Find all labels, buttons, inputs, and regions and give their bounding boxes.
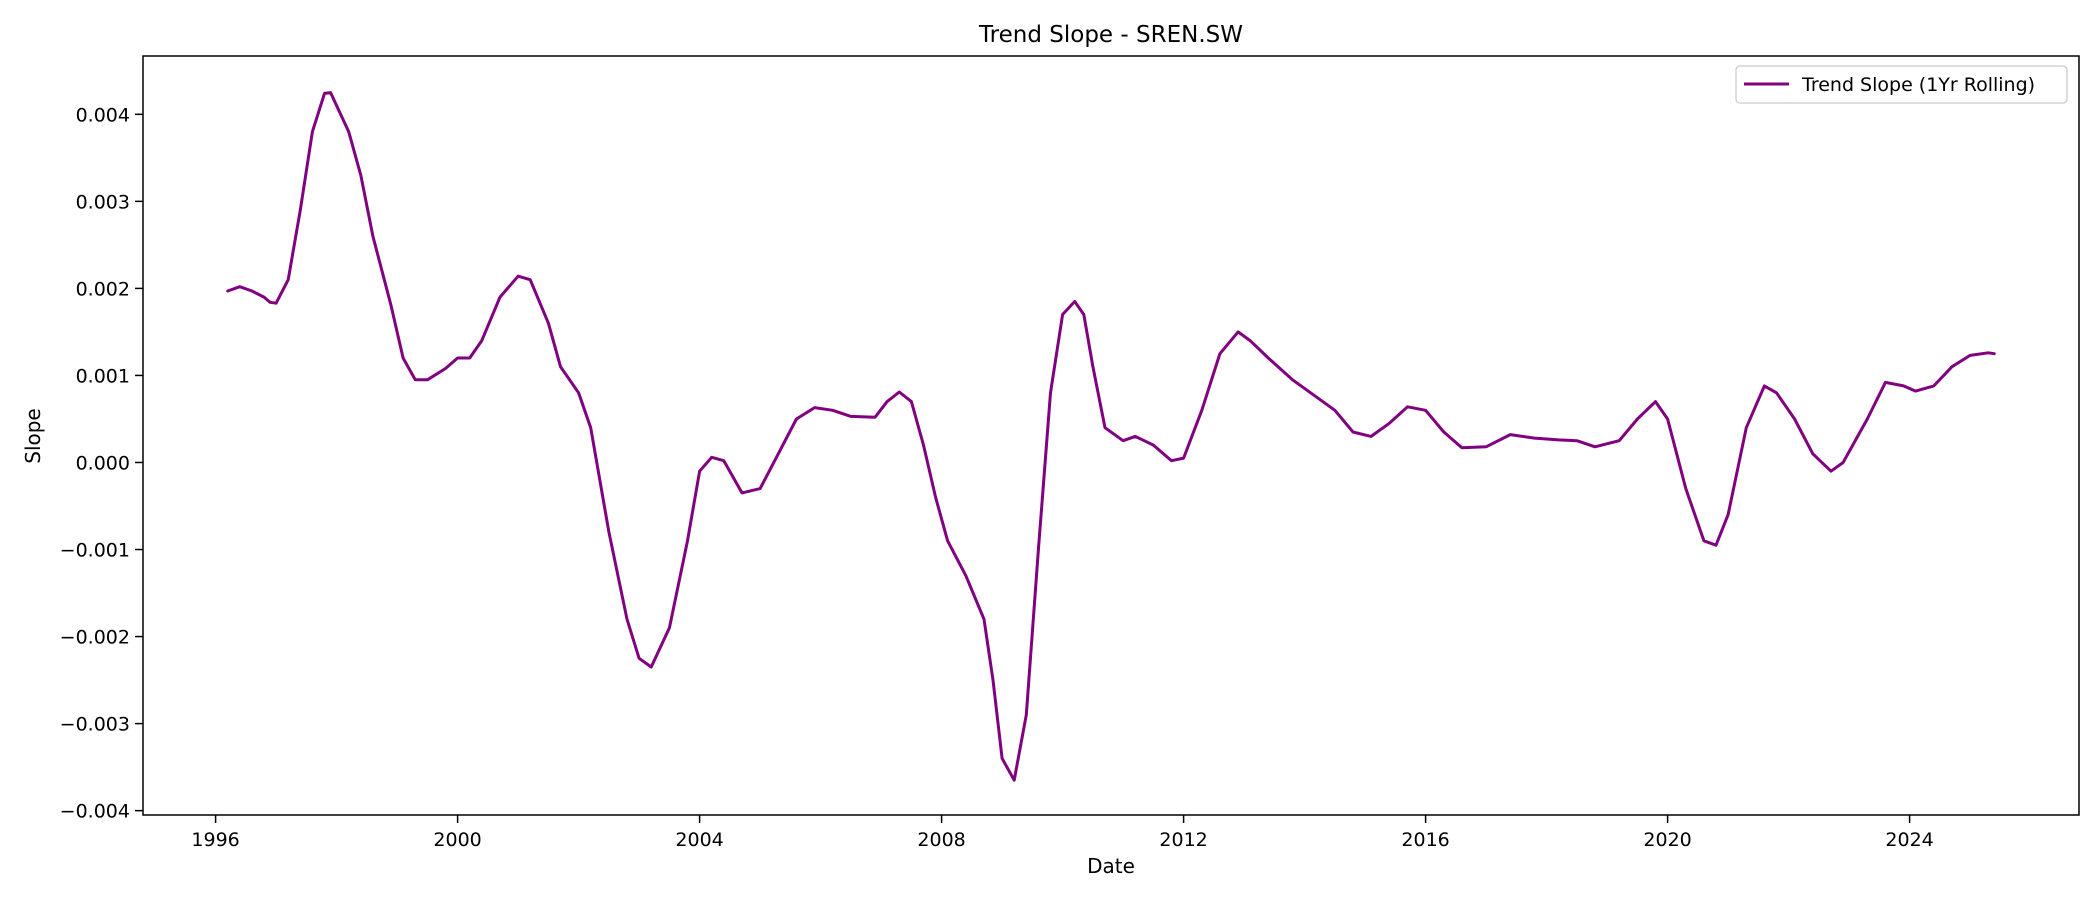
x-tick-label: 2016 (1401, 829, 1449, 851)
y-tick-label: −0.002 (60, 627, 130, 649)
plot-frame (142, 55, 2080, 816)
y-tick-label: −0.003 (60, 714, 130, 736)
x-tick-label: 1996 (191, 829, 239, 851)
y-tick-label: −0.004 (60, 801, 130, 823)
x-tick-label: 2024 (1885, 829, 1933, 851)
y-axis: −0.004 −0.003 −0.002 −0.001 0.000 0.001 0.002 0… (60, 104, 143, 823)
legend: Trend Slope (1Yr Rolling) (1735, 65, 2068, 104)
x-tick-label: 2020 (1643, 829, 1691, 851)
series-line (226, 91, 1996, 782)
y-tick-label: 0.002 (76, 278, 130, 300)
x-axis: 1996 2000 2004 2008 2012 2016 2020 2024 (191, 815, 1934, 851)
y-tick-label: 0.004 (76, 104, 130, 126)
x-axis-label: Date (1087, 854, 1135, 878)
legend-box (1735, 65, 2068, 104)
y-tick-label: 0.000 (76, 452, 130, 474)
x-tick-label: 2008 (917, 829, 965, 851)
y-axis-label: Slope (21, 408, 45, 464)
x-tick-label: 2004 (675, 829, 723, 851)
chart-title: Trend Slope - SREN.SW (978, 22, 1243, 48)
plot-area (142, 55, 2080, 816)
y-tick-label: −0.001 (60, 540, 130, 562)
y-tick-label: 0.001 (76, 365, 130, 387)
x-tick-label: 2012 (1159, 829, 1207, 851)
x-tick-label: 2000 (433, 829, 481, 851)
y-tick-label: 0.003 (76, 191, 130, 213)
legend-label: Trend Slope (1Yr Rolling) (1801, 74, 2035, 96)
